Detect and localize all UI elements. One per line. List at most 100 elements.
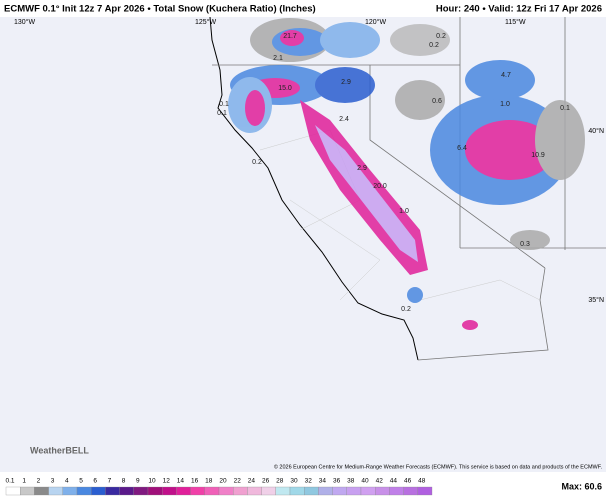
- legend-level: 40: [361, 478, 369, 485]
- header-bar: [0, 0, 606, 17]
- value-label: 2.9: [341, 79, 351, 86]
- longitude-label: 130°W: [14, 18, 35, 26]
- value-labels: 21.7 0.2 0.2 2.1 4.7 15.0 2.9 0.1 0.1 2.4 0.6 1.0 0.…: [217, 33, 570, 313]
- legend-level: 18: [205, 478, 213, 485]
- snow-shading: [228, 18, 585, 330]
- legend-swatch: [176, 486, 191, 496]
- legend-swatch: [105, 486, 120, 496]
- legend-swatch: [34, 486, 49, 496]
- legend-level: 16: [191, 478, 199, 485]
- legend-level: 20: [219, 478, 227, 485]
- legend-level: 2: [37, 478, 41, 485]
- value-label: 21.7: [283, 33, 297, 40]
- legend-swatch: [360, 486, 376, 496]
- max-value: Max: 60.6: [561, 481, 602, 491]
- legend-level: 8: [122, 478, 126, 485]
- legend-level: 14: [177, 478, 185, 485]
- legend-level: 5: [79, 478, 83, 485]
- legend-level: 6: [93, 478, 97, 485]
- legend-swatch: [76, 486, 92, 496]
- legend-level: 28: [276, 478, 284, 485]
- legend-level: 4: [65, 478, 69, 485]
- legend-level: 12: [163, 478, 171, 485]
- value-label: 10.9: [531, 152, 545, 159]
- value-label: 2.9: [357, 165, 367, 172]
- legend-swatch: [403, 486, 418, 496]
- legend-level: 22: [234, 478, 242, 485]
- legend-swatch: [91, 486, 106, 496]
- longitude-label: 120°W: [365, 18, 386, 26]
- legend-swatch: [247, 486, 262, 496]
- legend-swatch: [62, 486, 78, 496]
- legend-level: 1: [22, 478, 26, 485]
- legend-swatch: [417, 486, 433, 496]
- legend-level: 48: [418, 478, 426, 485]
- legend-level: 24: [248, 478, 256, 485]
- legend-level: 36: [333, 478, 341, 485]
- value-label: 0.2: [436, 33, 446, 40]
- legend-swatch: [133, 486, 149, 496]
- legend-swatch: [147, 486, 163, 496]
- value-label: 0.2: [401, 306, 411, 313]
- legend-swatch: [190, 486, 205, 496]
- legend-level: 7: [108, 478, 112, 485]
- legend-swatch: [375, 486, 390, 496]
- value-label: 1.0: [399, 208, 409, 215]
- legend-level: 26: [262, 478, 270, 485]
- longitude-labels: 130°W 125°W 120°W 115°W: [14, 18, 526, 26]
- value-label: 0.1: [217, 110, 227, 117]
- value-label: 4.7: [501, 72, 511, 79]
- legend-swatch: [332, 486, 347, 496]
- legend-level: 32: [305, 478, 313, 485]
- legend-swatch: [261, 486, 276, 496]
- value-label: 0.2: [429, 42, 439, 49]
- value-label: 2.4: [339, 116, 349, 123]
- legend-swatch: [218, 486, 234, 496]
- value-label: 2.1: [273, 55, 283, 62]
- legend-level: 10: [148, 478, 156, 485]
- longitude-label: 125°W: [195, 18, 216, 26]
- header-valid: Hour: 240 • Valid: 12z Fri 17 Apr 2026: [436, 4, 602, 15]
- legend-level: 38: [347, 478, 355, 485]
- legend-swatch: [233, 486, 248, 496]
- logo: WeatherBELL: [30, 445, 89, 455]
- legend-level: 34: [319, 478, 327, 485]
- legend-swatch: [289, 486, 305, 496]
- legend-swatch: [48, 486, 63, 496]
- latitude-label: 40°N: [588, 127, 604, 135]
- value-label: 20.0: [373, 183, 387, 190]
- legend-swatch: [204, 486, 220, 496]
- value-label: 6.4: [457, 145, 467, 152]
- legend-swatch: [304, 486, 319, 496]
- header-title: ECMWF 0.1° Init 12z 7 Apr 2026 • Total S…: [4, 4, 316, 15]
- value-label: 0.1: [560, 105, 570, 112]
- value-label: 15.0: [278, 85, 292, 92]
- legend-swatch: [346, 486, 362, 496]
- legend-swatch: [275, 486, 291, 496]
- value-label: 0.2: [252, 159, 262, 166]
- latitude-labels: 40°N 35°N: [588, 127, 604, 304]
- legend-swatch: [318, 486, 333, 496]
- legend-level: 9: [136, 478, 140, 485]
- latitude-label: 35°N: [588, 296, 604, 304]
- legend-swatch: [119, 486, 134, 496]
- legend-level: 44: [390, 478, 398, 485]
- longitude-label: 115°W: [505, 18, 526, 26]
- value-label: 1.0: [500, 101, 510, 108]
- legend-swatch: [20, 486, 35, 496]
- value-label: 0.3: [520, 241, 530, 248]
- legend-level: 0.1: [5, 478, 14, 485]
- credit: © 2026 European Centre for Medium-Range …: [274, 463, 603, 470]
- legend-level: 3: [51, 478, 55, 485]
- value-label: 0.6: [432, 98, 442, 105]
- coastline: [209, 16, 419, 361]
- value-label: 0.1: [219, 101, 229, 108]
- legend-level: 30: [290, 478, 298, 485]
- legend-level: 46: [404, 478, 412, 485]
- legend-level: 42: [376, 478, 384, 485]
- legend-swatch: [162, 486, 177, 496]
- legend-swatch: [5, 486, 21, 496]
- legend-swatch: [389, 486, 404, 496]
